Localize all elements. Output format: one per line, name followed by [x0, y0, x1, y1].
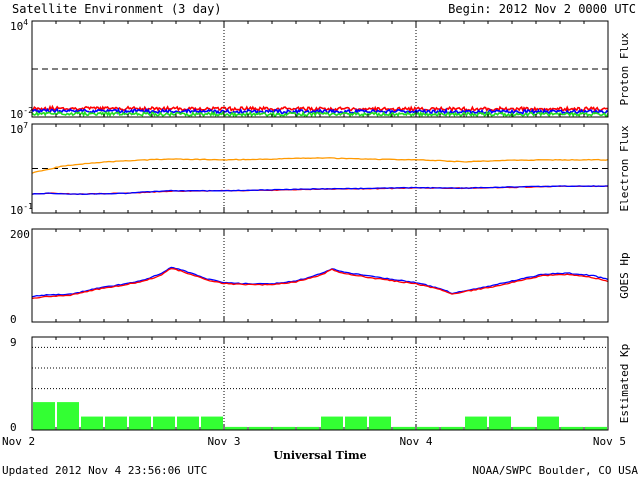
tick-exponent: 4: [23, 18, 28, 27]
series-line-blue: [31, 107, 609, 116]
kp-bar: [249, 426, 271, 430]
y-tick-label: 104: [10, 18, 28, 33]
kp-bar: [57, 402, 79, 430]
panel-frame: [31, 123, 609, 214]
tick-base: 10: [10, 204, 23, 217]
y-axis-label-kp: Estimated Kp: [618, 344, 631, 423]
panel-frame: [31, 336, 609, 431]
panel-hp: 200 0 GOES Hp: [10, 228, 631, 326]
tick-base: 10: [10, 20, 23, 33]
x-tick-label: Nov 2: [2, 435, 35, 448]
panel-frame: [31, 20, 609, 118]
kp-bar: [441, 426, 463, 430]
x-axis-title: Universal Time: [273, 449, 366, 462]
y-axis-label-hp: GOES Hp: [618, 252, 631, 298]
tick-exponent: -2: [23, 106, 33, 115]
kp-bar: [273, 426, 295, 430]
kp-bar: [105, 416, 127, 430]
panel-kp: 9 0 Estimated Kp: [10, 336, 631, 434]
kp-bar: [81, 416, 103, 430]
y-tick-label: 9: [10, 336, 17, 349]
updated-time: Updated 2012 Nov 4 23:56:06 UTC: [2, 464, 207, 477]
x-tick-label: Nov 5: [593, 435, 626, 448]
y-tick-label: 10-2: [10, 106, 33, 121]
kp-bar: [225, 426, 247, 430]
tick-exponent: 7: [23, 121, 28, 130]
y-tick-label: 10-1: [10, 202, 33, 217]
kp-bar: [33, 402, 55, 430]
series-line-orange: [31, 157, 609, 174]
kp-bar: [297, 426, 319, 430]
series-line-blue: [31, 266, 609, 298]
y-tick-label: 200: [10, 228, 30, 241]
kp-bar: [321, 416, 343, 430]
x-tick-label: Nov 3: [207, 435, 240, 448]
kp-bar: [201, 416, 223, 430]
kp-bar: [393, 426, 415, 430]
kp-bar: [537, 416, 559, 430]
kp-bar: [585, 426, 607, 430]
y-tick-label: 0: [10, 313, 17, 326]
kp-bar: [177, 416, 199, 430]
source-credit: NOAA/SWPC Boulder, CO USA: [472, 464, 638, 477]
chart-title: Satellite Environment (3 day): [12, 2, 222, 16]
kp-bar: [129, 416, 151, 430]
kp-bar: [465, 416, 487, 430]
x-tick-label: Nov 4: [399, 435, 432, 448]
series-line-red: [31, 268, 609, 300]
kp-bar: [369, 416, 391, 430]
begin-time: Begin: 2012 Nov 2 0000 UTC: [448, 2, 636, 16]
y-axis-label-electron: Electron Flux: [618, 125, 631, 211]
kp-bar: [513, 426, 535, 430]
series-line-red: [31, 104, 609, 114]
y-axis-label-proton: Proton Flux: [618, 32, 631, 105]
tick-base: 10: [10, 123, 23, 136]
tick-exponent: -1: [23, 202, 33, 211]
kp-bar: [345, 416, 367, 430]
kp-bar: [417, 426, 439, 430]
kp-bar: [561, 426, 583, 430]
y-tick-label: 107: [10, 121, 28, 136]
tick-base: 10: [10, 108, 23, 121]
kp-bar: [489, 416, 511, 430]
series-line-blue: [31, 185, 609, 195]
kp-bar: [153, 416, 175, 430]
y-tick-label: 0: [10, 421, 17, 434]
